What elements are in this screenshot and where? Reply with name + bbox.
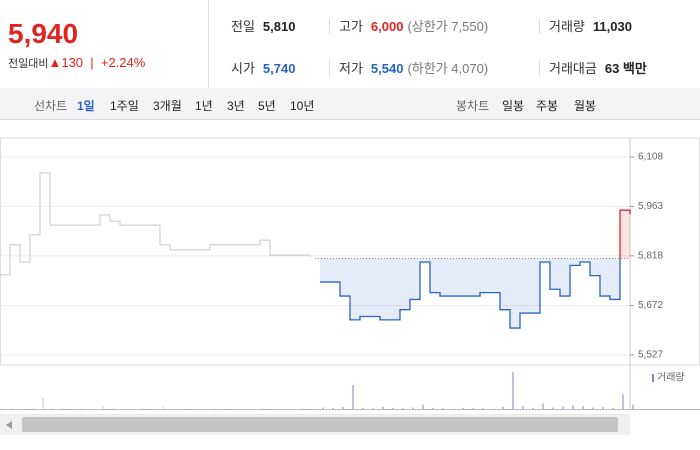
stat: 저가 5,540 (하한가 4,070) <box>339 58 488 77</box>
stat-value: 6,000 <box>370 19 404 34</box>
stats: 전일 5,810 고가 6,000 (상한가 7,550) 거래량 11,030 시가 5,74… <box>208 0 700 88</box>
stat-label: 전일 <box>231 19 255 34</box>
legend-label: 거래량 <box>657 372 685 384</box>
tab[interactable]: 주봉 <box>536 99 559 113</box>
stats-row: 전일 5,810 고가 6,000 (상한가 7,550) 거래량 11,030 <box>209 16 700 36</box>
tab-group-label: 봉차트 <box>456 99 490 113</box>
stat: 거래대금 63 백만 <box>549 58 647 77</box>
stat-label: 거래대금 <box>549 61 597 76</box>
stat-value: 11,030 <box>592 19 632 34</box>
header: 5,940 전일대비▲130 | +2.24% 전일 5,810 고가 6,000 (상… <box>0 0 700 89</box>
separator <box>329 60 330 76</box>
tab[interactable]: 월봉 <box>574 99 597 113</box>
scroll-thumb <box>22 417 618 432</box>
change-value: ▲130 <box>48 55 84 70</box>
tab[interactable]: 1년 <box>195 99 213 113</box>
stat: 거래량 11,030 <box>549 16 632 35</box>
y-tick-label: 6,108 <box>638 152 663 163</box>
y-tick-label: 5,527 <box>638 350 663 361</box>
change-pct: +2.24% <box>100 55 146 70</box>
plot-frame <box>0 137 700 366</box>
separator <box>539 18 540 34</box>
stat: 고가 6,000 (상한가 7,550) <box>339 16 488 35</box>
tab-bar: 선차트 1일 1주일 3개월 1년 3년 5년 10년 봉차트 일봉 주봉 월봉 <box>0 88 700 120</box>
price: 5,940 <box>8 18 79 49</box>
stat-label: 저가 <box>339 61 363 76</box>
tab[interactable]: 3년 <box>227 99 245 113</box>
change: 전일대비▲130 | +2.24% <box>8 55 146 70</box>
price-line <box>320 258 621 329</box>
price-area <box>620 210 630 259</box>
tab[interactable]: 10년 <box>290 99 315 113</box>
separator <box>539 60 540 76</box>
tab[interactable]: 1일 <box>77 99 95 113</box>
stat: 시가 5,740 <box>231 58 295 77</box>
change-label: 전일대비 <box>8 58 49 70</box>
stat-note: (하한가 4,070) <box>407 61 489 76</box>
stat-value: 5,540 <box>370 61 404 76</box>
y-tick-label: 5,963 <box>638 201 663 212</box>
price-area <box>320 258 630 329</box>
stat-value: 5,740 <box>262 61 296 76</box>
stat-label: 시가 <box>231 61 255 76</box>
scroll-arrow <box>6 421 12 429</box>
tab[interactable]: 1주일 <box>110 99 139 113</box>
tab[interactable]: 3개월 <box>153 99 182 113</box>
legend-swatch <box>652 374 654 382</box>
stat-value: 63 백만 <box>604 61 647 76</box>
stats-row: 시가 5,740 저가 5,540 (하한가 4,070) 거래대금 63 백만 <box>209 58 700 78</box>
stat-label: 고가 <box>339 19 363 34</box>
tab[interactable]: 일봉 <box>502 99 525 113</box>
y-tick-label: 5,818 <box>638 250 663 261</box>
price-line <box>0 172 311 276</box>
tab-group-label: 선차트 <box>34 99 68 113</box>
y-tick-label: 5,672 <box>638 300 663 311</box>
stat-value: 5,810 <box>262 19 296 34</box>
stat-note: (상한가 7,550) <box>407 19 489 34</box>
tab[interactable]: 5년 <box>258 99 276 113</box>
stat-label: 거래량 <box>549 19 585 34</box>
separator <box>329 18 330 34</box>
stat: 전일 5,810 <box>231 16 295 35</box>
